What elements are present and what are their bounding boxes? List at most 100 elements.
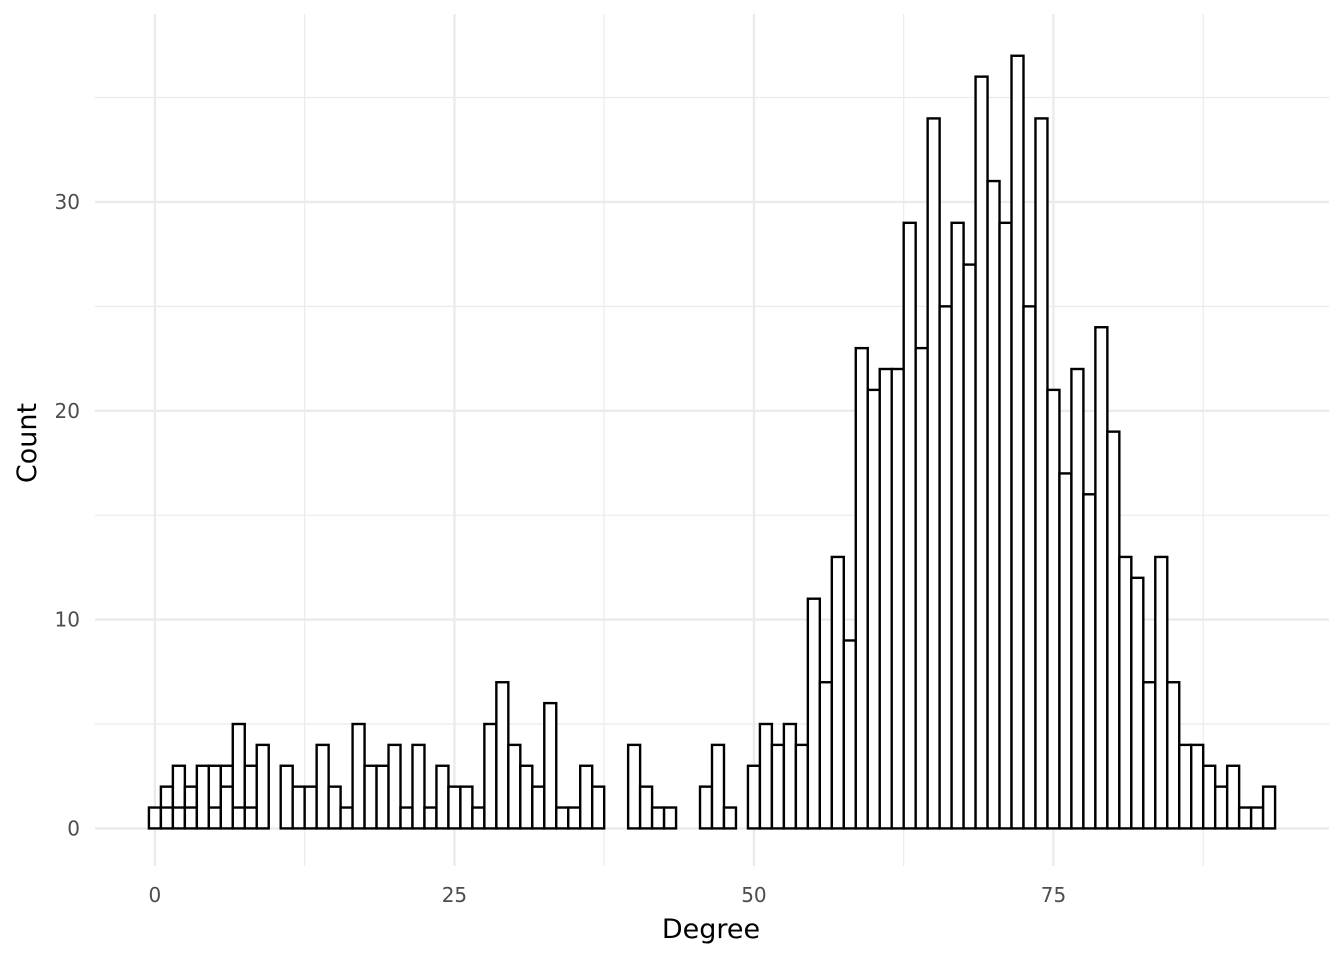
histogram-bar [543, 701, 558, 830]
histogram-bar [1178, 743, 1193, 830]
histogram-bar [147, 806, 163, 830]
histogram-bar [638, 785, 654, 830]
histogram-bar [315, 743, 330, 830]
histogram-bar [746, 764, 762, 830]
histogram-bar [351, 722, 366, 830]
histogram-bar [1261, 785, 1277, 830]
histogram-bar [818, 681, 834, 830]
histogram-bar [842, 639, 857, 830]
histogram-bar [459, 785, 474, 830]
histogram-bar [327, 785, 342, 830]
y-tick-label: 10 [55, 608, 80, 632]
histogram-bar [219, 764, 234, 830]
histogram-bar [1106, 430, 1121, 830]
histogram-bar [1046, 388, 1061, 830]
histogram-bar [1070, 367, 1085, 830]
histogram-bar [1190, 743, 1205, 830]
histogram-bar [255, 743, 270, 830]
histogram-bars [147, 54, 1277, 830]
histogram-bar [914, 346, 929, 830]
histogram-bar [722, 806, 738, 830]
histogram-bar [375, 764, 390, 830]
histogram-bar [531, 785, 546, 830]
histogram-bar [1225, 764, 1241, 830]
histogram-bar [555, 806, 570, 830]
histogram-bar [1142, 681, 1157, 830]
histogram-bar [1034, 117, 1049, 830]
y-axis-tick-labels: 0 10 20 30 [55, 190, 80, 840]
histogram-bar [243, 764, 258, 830]
histogram-bar [758, 722, 774, 830]
histogram-bar [1058, 472, 1073, 830]
histogram-bar [830, 555, 845, 830]
x-tick-label: 25 [442, 883, 467, 907]
histogram-bar [590, 785, 606, 830]
histogram-bar [231, 722, 246, 830]
histogram-bar [986, 179, 1001, 830]
histogram-bar [770, 743, 786, 830]
histogram-bar [279, 764, 294, 830]
histogram-bar [974, 75, 989, 830]
x-tick-label: 50 [741, 883, 766, 907]
histogram-bar [1118, 555, 1133, 830]
histogram-bar [1082, 493, 1097, 830]
histogram-bar [866, 388, 881, 830]
histogram-bar [207, 764, 222, 830]
histogram-bar [806, 597, 822, 830]
histogram-bar [1130, 576, 1145, 830]
histogram-bar [878, 367, 893, 830]
histogram-bar [938, 305, 953, 830]
histogram-bar [291, 785, 306, 830]
histogram-bar [926, 117, 941, 830]
y-tick-label: 20 [55, 399, 80, 423]
histogram-bar [1154, 555, 1169, 830]
histogram-bar [507, 743, 522, 830]
histogram-bar [962, 263, 977, 830]
histogram-bar [1010, 54, 1025, 830]
histogram-bar [1249, 806, 1265, 830]
histogram-bar [890, 367, 905, 830]
histogram-bar [1213, 785, 1229, 830]
histogram-bar [854, 346, 869, 830]
x-axis-tick-labels: 0 25 50 75 [149, 883, 1067, 907]
x-tick-label: 75 [1041, 883, 1066, 907]
histogram-bar [447, 785, 462, 830]
x-tick-label: 0 [149, 883, 162, 907]
histogram-bar [950, 221, 965, 830]
y-tick-label: 0 [67, 816, 80, 840]
y-axis-title: Count [12, 403, 43, 483]
histogram-bar [567, 806, 582, 830]
histogram-bar [579, 764, 594, 830]
histogram-bar [902, 221, 917, 830]
histogram-bar [435, 764, 450, 830]
histogram-bar [303, 785, 318, 830]
histogram-bar [1202, 764, 1217, 830]
histogram-bar [519, 764, 534, 830]
major-gridlines [95, 14, 1329, 866]
histogram-bar [387, 743, 402, 830]
histogram-bar [171, 764, 187, 830]
histogram-bar [1022, 305, 1037, 830]
histogram-bar [662, 806, 678, 830]
y-tick-label: 30 [55, 190, 80, 214]
x-axis-title: Degree [662, 914, 760, 945]
histogram-bar [363, 764, 378, 830]
histogram-bar [339, 806, 354, 830]
histogram-bar [1237, 806, 1253, 830]
histogram-bar [495, 681, 510, 830]
histogram-bar [782, 722, 798, 830]
histogram-bar [710, 743, 726, 830]
histogram-bar [626, 743, 642, 830]
histogram-bar [399, 806, 414, 830]
histogram-bar [1094, 326, 1109, 830]
histogram-bar [794, 743, 810, 830]
histogram-bar [471, 806, 486, 830]
histogram-bar [998, 221, 1013, 830]
histogram-bar [483, 722, 498, 830]
histogram-bar [195, 764, 211, 830]
histogram-bar [698, 785, 714, 830]
histogram-bar [1166, 681, 1181, 830]
histogram-bar [650, 806, 666, 830]
histogram-bar [411, 743, 426, 830]
